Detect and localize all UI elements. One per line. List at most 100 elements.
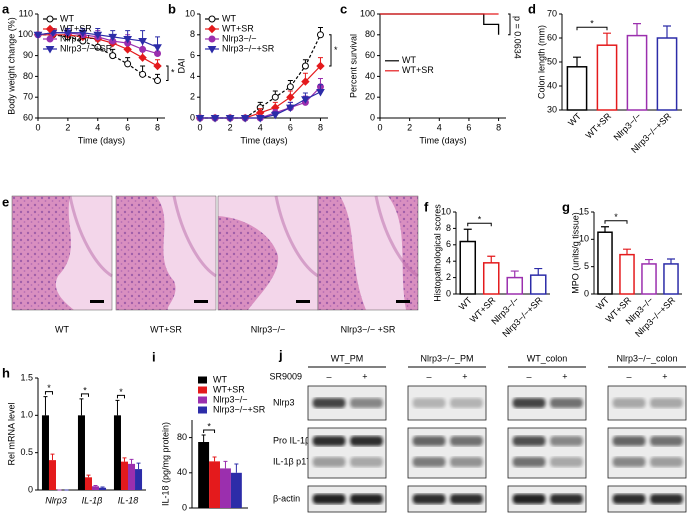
y-tick-label: 4	[190, 71, 195, 81]
significance-bracket	[166, 65, 169, 82]
error-bar	[601, 226, 609, 233]
error-bar	[534, 267, 543, 276]
bar	[92, 486, 100, 490]
x-tick-label: 8	[496, 122, 501, 132]
error-bar	[623, 248, 631, 255]
row-label: Nlrp3	[273, 397, 295, 407]
lane-sign: +	[562, 371, 567, 381]
bar	[506, 276, 524, 295]
lane-sign: –	[527, 371, 532, 381]
bar	[99, 487, 107, 490]
blot-band	[312, 398, 346, 408]
significance-bracket	[467, 222, 492, 227]
data-point	[208, 35, 216, 43]
image-label: Nlrp3−/− +SR	[341, 324, 396, 334]
bar	[77, 415, 85, 490]
x-tick-label: IL-18	[118, 495, 139, 505]
bar	[135, 469, 143, 490]
blot-band	[412, 457, 446, 467]
bar	[113, 415, 121, 490]
y-tick-label: 70	[547, 8, 557, 18]
x-axis-label: Time (days)	[419, 135, 466, 145]
row-label: IL-1β p17	[273, 456, 311, 466]
y-tick-label: 100	[360, 8, 375, 18]
x-tick-label: WT	[594, 295, 611, 312]
error-bar	[663, 25, 671, 38]
error-bar	[129, 458, 134, 464]
error-bar	[234, 463, 239, 473]
significance-bracket	[44, 391, 53, 395]
legend-label: Nlrp3−/−	[213, 394, 248, 404]
x-tick-label: WT	[566, 111, 583, 128]
significance-label: *	[478, 215, 482, 225]
tissue-edge	[274, 195, 319, 278]
x-tick-label: 0	[35, 122, 40, 132]
data-point	[45, 24, 55, 34]
bar	[641, 263, 657, 295]
legend-label: WT+SR	[60, 23, 92, 33]
blot-band	[412, 398, 446, 408]
blot-band	[612, 436, 646, 446]
x-axis-label: Time (days)	[78, 135, 125, 145]
y-axis-label: MPO (units/g tissue)	[570, 212, 580, 294]
y-tick-label: 40	[547, 80, 557, 90]
x-tick-label: WT+SR	[584, 111, 614, 141]
x-tick-label: 6	[125, 122, 130, 132]
image-label: WT	[55, 324, 69, 334]
legend-label: WT	[402, 55, 416, 65]
legend-swatch	[198, 396, 207, 404]
blot-band	[650, 398, 683, 408]
data-point	[195, 115, 205, 123]
y-tick-label: 110	[19, 8, 33, 18]
y-tick-label: 80	[365, 29, 375, 39]
y-axis-label: Histopathological scores	[432, 204, 442, 302]
error-bar	[633, 23, 641, 36]
y-tick-label: 8	[190, 29, 195, 39]
data-point	[46, 35, 54, 43]
lane-sign: +	[662, 371, 667, 381]
lane-sign: +	[362, 371, 367, 381]
y-tick-label: 0	[182, 502, 187, 512]
legend-swatch	[198, 406, 207, 414]
data-point	[271, 93, 279, 101]
blot-band	[550, 398, 583, 408]
y-axis-label: Colon length (mm)	[536, 25, 546, 99]
data-point	[123, 45, 132, 54]
group-label: WT_colon	[527, 353, 568, 363]
data-point	[108, 33, 118, 42]
blot-band	[350, 436, 383, 446]
y-axis-label: Rel mRNA level	[6, 402, 16, 465]
x-tick-label: IL-1β	[82, 495, 103, 505]
data-point	[286, 83, 294, 91]
data-point	[138, 53, 147, 62]
x-tick-label: 2	[65, 122, 70, 132]
blot-band	[312, 457, 346, 467]
blot-band	[650, 457, 683, 467]
tissue	[318, 196, 418, 310]
data-point	[240, 115, 250, 123]
tissue-edge	[374, 195, 419, 278]
bar	[209, 461, 220, 508]
data-point	[78, 29, 88, 38]
panel-label: d	[528, 1, 536, 16]
y-tick-label: 8	[446, 223, 451, 233]
y-tick-label: 10	[185, 8, 195, 18]
significance-bracket	[329, 34, 332, 67]
significance-bracket	[203, 429, 216, 433]
scale-bar	[194, 300, 208, 303]
data-point	[154, 77, 162, 85]
data-point	[225, 115, 235, 123]
error-bar	[43, 396, 48, 416]
group-label: Nlrp3−/−_PM	[420, 353, 473, 363]
lane-sign: –	[427, 371, 432, 381]
y-tick-label: 2	[446, 272, 451, 282]
scale-bar	[296, 300, 310, 303]
blot-band	[350, 398, 383, 408]
blot-strip	[507, 427, 587, 479]
scale-bar	[396, 300, 410, 303]
blot-band	[550, 494, 583, 504]
y-tick-label: 4	[446, 256, 451, 266]
x-tick-label: WT	[457, 295, 474, 312]
x-tick-label: 8	[318, 122, 323, 132]
